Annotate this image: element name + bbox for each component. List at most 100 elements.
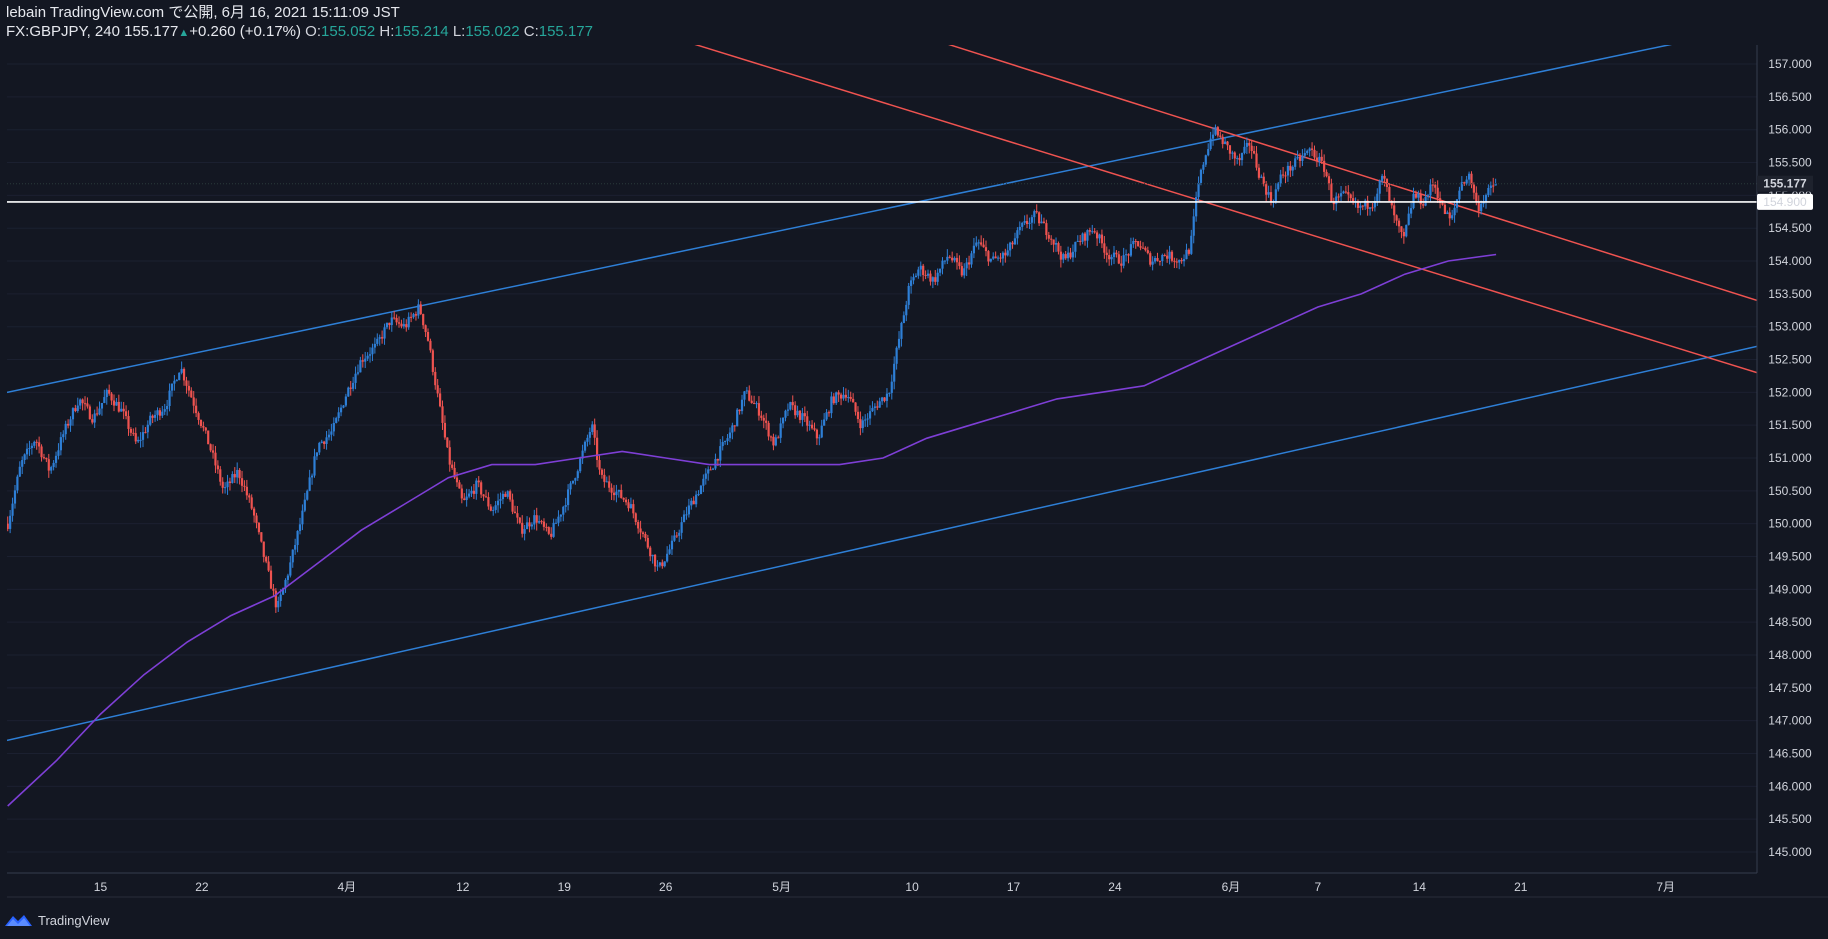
candle-body	[383, 327, 386, 339]
price-tick-label: 151.500	[1768, 418, 1812, 432]
candle-body	[211, 450, 215, 453]
candle-body	[267, 561, 270, 571]
candle-body	[569, 483, 572, 490]
candle-body	[1451, 215, 1454, 219]
blue-channel-upper[interactable]	[7, 44, 1672, 394]
candle-body	[1238, 157, 1241, 161]
candle-body	[876, 406, 879, 408]
time-axis[interactable]: 15 22 4月 12 19 26 5月 10 17 24 6月 7 14 21 7月	[94, 880, 1675, 894]
candle-body	[1262, 176, 1265, 185]
candle-body	[108, 389, 111, 394]
candle-body	[434, 371, 437, 386]
candle-body	[279, 594, 282, 601]
candle-body	[873, 406, 876, 408]
candle-body	[830, 396, 833, 414]
time-tick-label: 19	[558, 880, 572, 894]
candle-body	[535, 515, 538, 523]
time-tick-label: 6月	[1222, 880, 1241, 894]
candle-body	[1342, 191, 1345, 194]
candle-body	[897, 338, 901, 348]
candle-body	[975, 242, 978, 246]
candle-body	[366, 355, 369, 359]
candle-body	[1274, 189, 1277, 202]
candle-body	[1199, 169, 1203, 183]
candle-body	[1294, 158, 1297, 167]
last-price-badge	[1757, 175, 1813, 192]
candle-body	[1330, 183, 1333, 202]
candle-body	[1371, 207, 1374, 209]
candle-body	[511, 499, 514, 512]
trendlines[interactable]	[7, 44, 1757, 742]
candle-body	[296, 530, 299, 546]
price-tick-label: 150.500	[1768, 484, 1812, 498]
candle-body	[410, 316, 413, 318]
blue-channel-lower[interactable]	[7, 345, 1757, 742]
symbol-label[interactable]: FX:GBPJPY, 240	[6, 23, 120, 40]
candle-body	[540, 521, 543, 523]
candle-body	[767, 422, 770, 437]
candle-body	[1376, 193, 1379, 202]
candle-body	[736, 409, 739, 427]
candle-body	[878, 401, 881, 408]
candle-body	[281, 588, 285, 595]
candle-body	[221, 481, 224, 488]
candle-body	[690, 500, 693, 506]
candle-body	[190, 390, 193, 398]
horizontal-line[interactable]	[7, 183, 1757, 203]
candle-body	[728, 432, 732, 439]
candle-body	[835, 392, 838, 404]
candle-body	[757, 403, 761, 416]
red-channel-upper[interactable]	[948, 44, 1757, 302]
footer-brand[interactable]: TradingView	[38, 912, 110, 928]
candle-body	[871, 407, 874, 412]
candle-body	[1192, 216, 1195, 236]
candle-body	[1079, 240, 1082, 242]
candle-body	[1422, 204, 1425, 206]
candle-body	[965, 262, 968, 269]
candle-body	[1378, 180, 1381, 194]
candle-body	[163, 409, 166, 412]
price-axis[interactable]: 145.000 145.500 146.000 146.500 147.000 147.5…	[1768, 57, 1812, 859]
candle-body	[250, 497, 253, 509]
candle-body	[83, 403, 87, 405]
candle-body	[842, 394, 845, 399]
candle-body	[1163, 255, 1166, 257]
candle-body	[1209, 138, 1212, 150]
candle-body	[1166, 255, 1169, 259]
candle-body	[460, 488, 463, 499]
candle-body	[1021, 222, 1024, 227]
candle-body	[733, 425, 736, 427]
red-channel-lower[interactable]	[694, 44, 1757, 374]
candle-body	[919, 265, 922, 270]
candle-body	[1337, 196, 1340, 198]
candle-body	[1180, 259, 1183, 262]
candle-body	[1100, 234, 1104, 244]
candle-body	[827, 412, 831, 414]
candle-body	[127, 416, 130, 429]
candle-body	[624, 499, 628, 503]
candle-body	[926, 273, 930, 276]
candle-body	[1067, 252, 1070, 259]
candle-body	[513, 511, 517, 514]
time-tick-label: 21	[1514, 880, 1528, 894]
candle-body	[1414, 193, 1418, 198]
candle-body	[1436, 187, 1439, 199]
footer: TradingView	[4, 911, 110, 929]
candle-body	[16, 476, 19, 491]
candle-body	[922, 265, 925, 276]
candle-body	[467, 493, 471, 497]
candle-body	[426, 332, 430, 341]
candle-body	[52, 462, 55, 468]
candle-body	[455, 477, 459, 483]
candle-body	[622, 497, 625, 500]
candle-body	[1313, 149, 1316, 158]
candle-body	[692, 500, 695, 505]
price-tick-label: 146.500	[1768, 746, 1812, 760]
candle-body	[786, 409, 790, 411]
moving-average	[7, 253, 1497, 807]
plot-area[interactable]	[7, 44, 1757, 853]
candle-body	[695, 494, 698, 505]
candle-body	[178, 372, 181, 381]
candle-body	[74, 408, 77, 412]
